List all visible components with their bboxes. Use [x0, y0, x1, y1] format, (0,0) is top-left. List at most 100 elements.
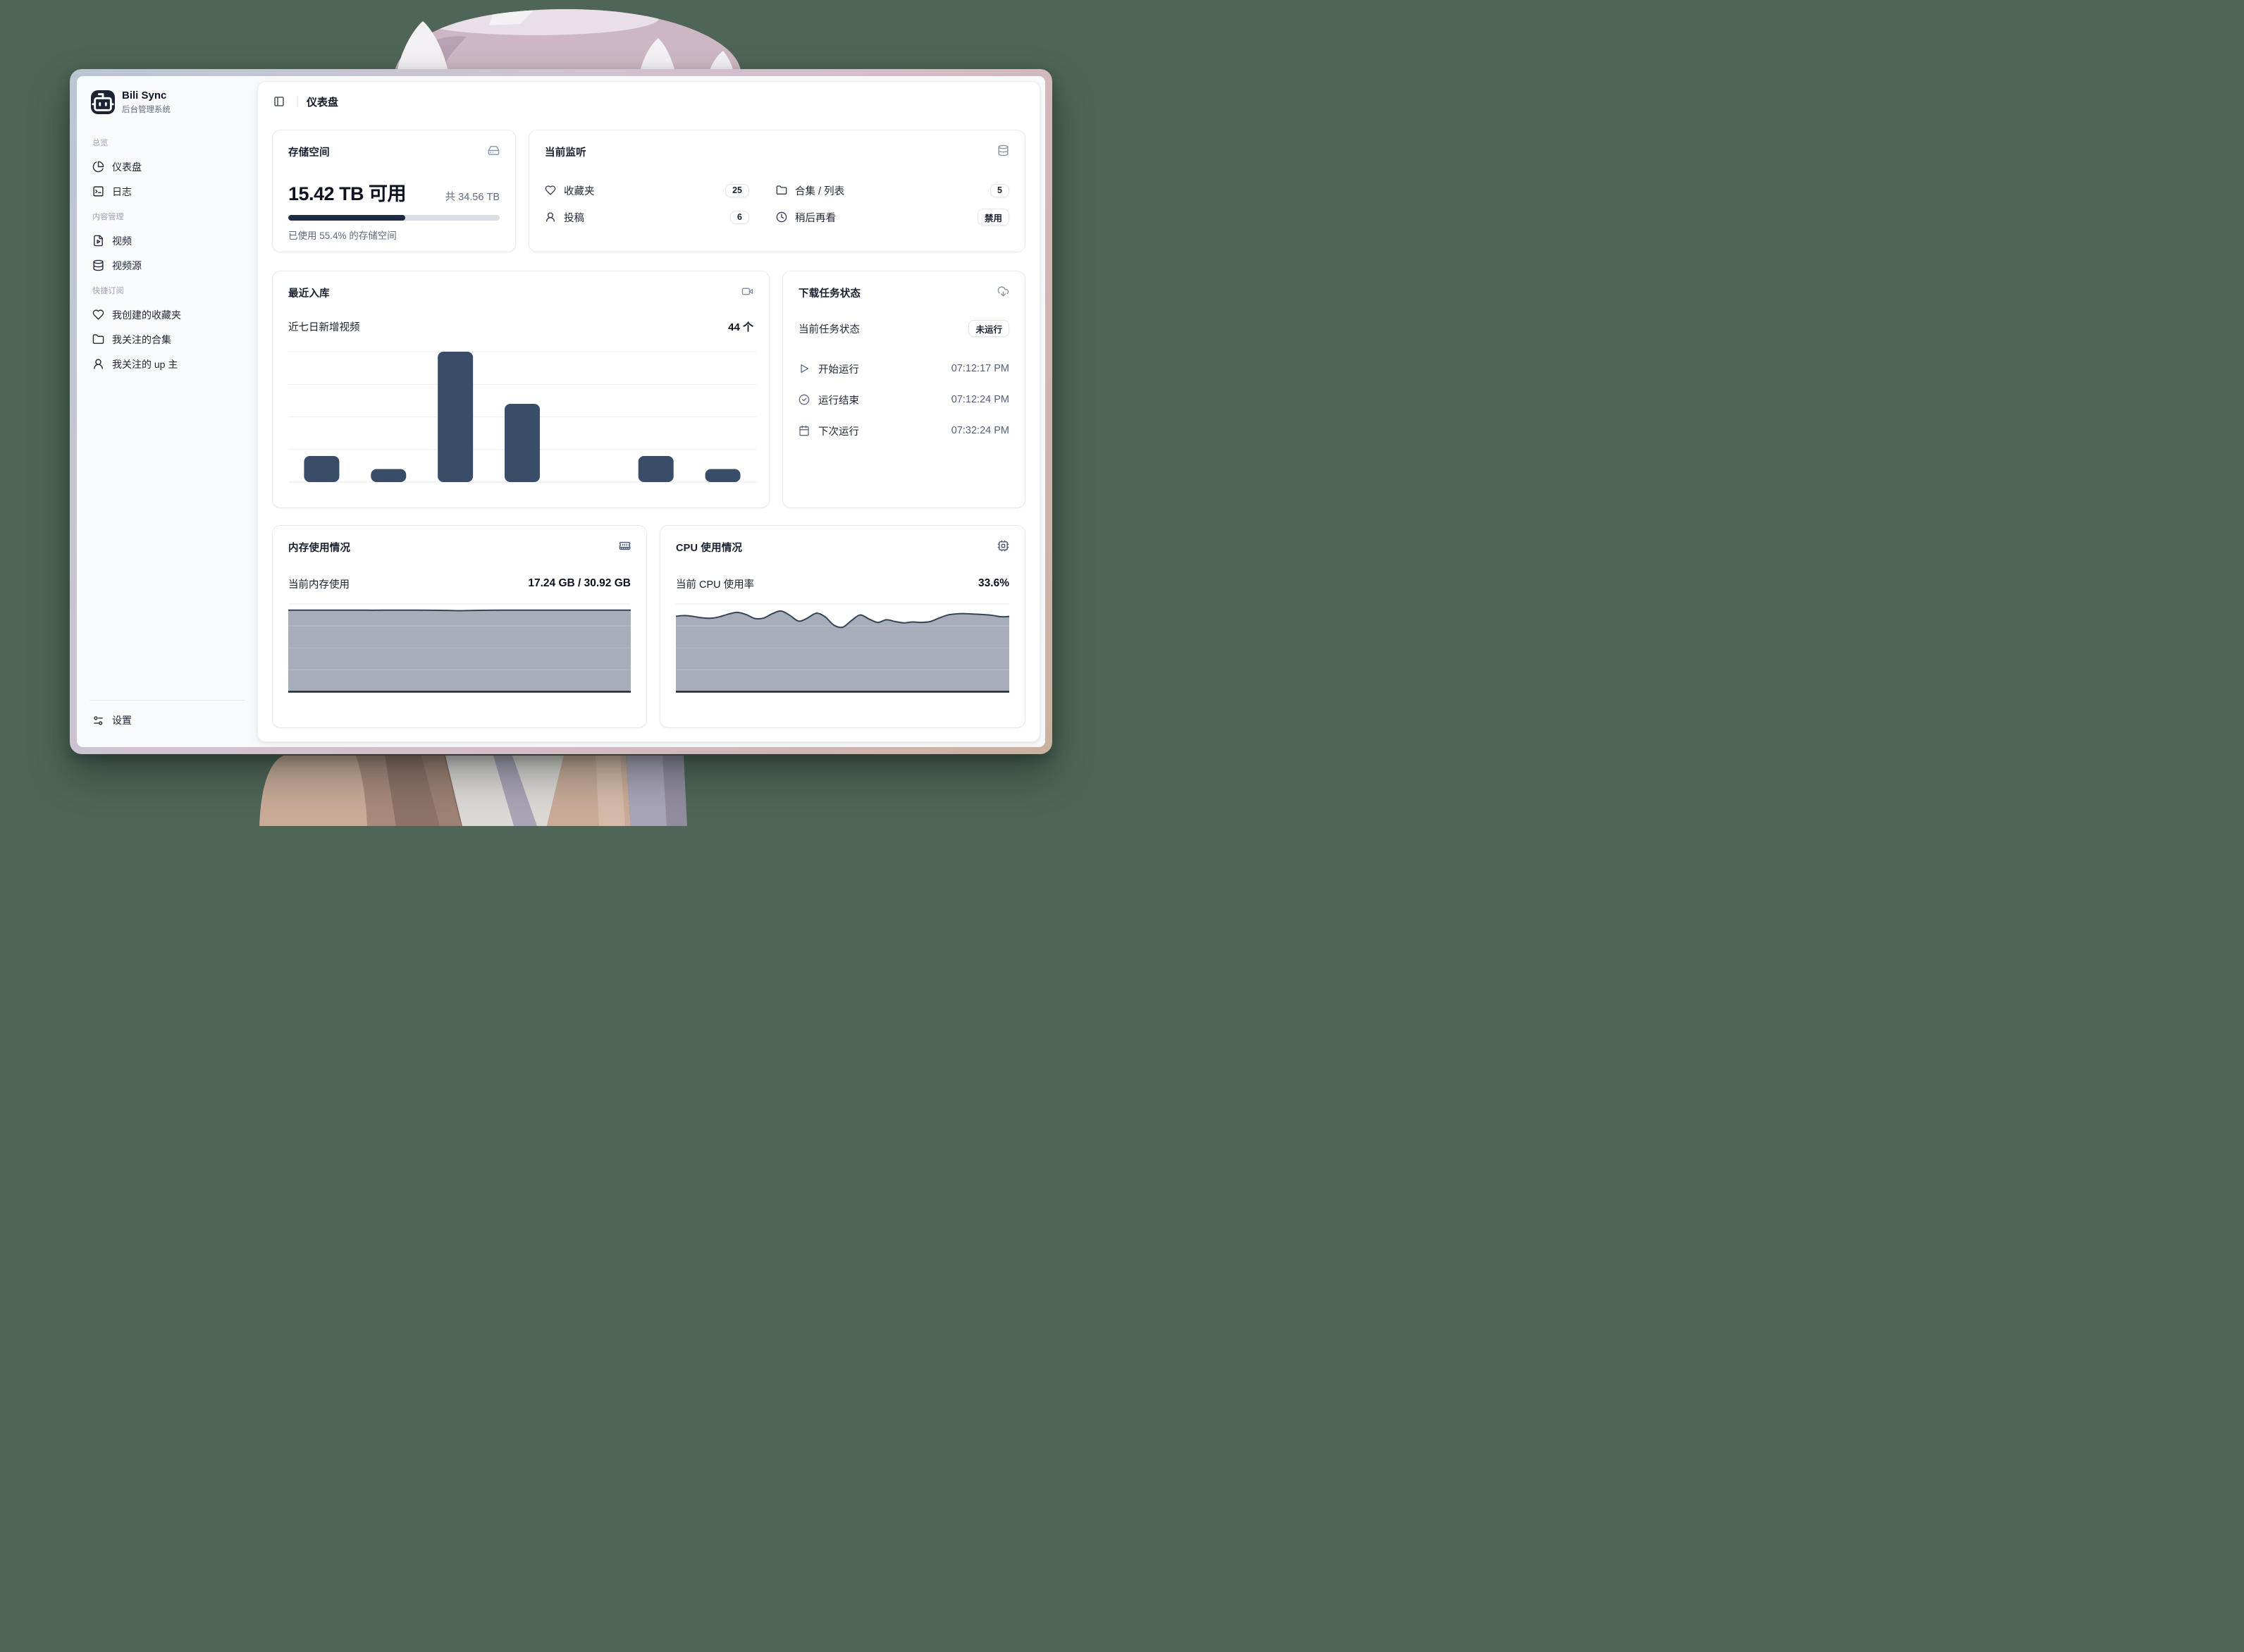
memory-area-chart: [288, 603, 631, 694]
memory-label: 当前内存使用: [288, 579, 350, 591]
monitor-item-submissions: 投稿 6: [545, 204, 749, 230]
storage-card: 存储空间 15.42 TB 可用 共 34.56 TB 已使用 55.4% 的存…: [272, 130, 516, 252]
sidebar-item-label: 设置: [112, 715, 132, 726]
task-label: 开始运行: [818, 364, 859, 376]
sidebar-footer: 设置: [85, 700, 249, 734]
monitor-label: 合集 / 列表: [795, 185, 845, 197]
sidebar-item-followed-collections[interactable]: 我关注的合集: [85, 327, 249, 352]
card-title: 最近入库: [288, 288, 330, 300]
status-badge: 禁用: [977, 209, 1009, 226]
monitor-item-favorites: 收藏夹 25: [545, 177, 749, 204]
clock-icon: [776, 211, 787, 223]
download-task-card: 下载任务状态 当前任务状态 未运行 开始运行: [782, 271, 1025, 508]
sidebar-item-label: 视频源: [112, 259, 142, 271]
storage-progress-fill: [288, 215, 406, 221]
recent-subtitle: 近七日新增视频: [288, 321, 360, 333]
bot-icon: [91, 90, 115, 114]
monitor-item-watch-later: 稍后再看 禁用: [776, 204, 1009, 230]
database-icon: [92, 259, 104, 271]
sidebar-toggle-button[interactable]: [269, 92, 289, 111]
brand-title: Bili Sync: [122, 90, 167, 101]
sidebar-item-settings[interactable]: 设置: [85, 706, 249, 734]
memory-stick-icon: [619, 540, 631, 552]
sidebar-item-logs[interactable]: 日志: [85, 179, 249, 204]
cpu-label: 当前 CPU 使用率: [675, 579, 755, 591]
recent-count: 44 个: [728, 321, 753, 333]
main-wrap: 仪表盘 存储空间 15.42 TB 可用 共 34.56 TB: [257, 76, 1045, 747]
sidebar-nav: 总览 仪表盘 日志 内容管理 视频 视频源 快捷订阅: [85, 130, 249, 376]
sidebar-item-dashboard[interactable]: 仪表盘: [85, 154, 249, 179]
task-row-next: 下次运行 07:32:24 PM: [799, 415, 1009, 446]
database-icon: [997, 144, 1009, 156]
user-icon: [545, 211, 556, 223]
card-title: 当前监听: [545, 147, 586, 159]
folder-icon: [776, 185, 787, 196]
divider: [297, 96, 298, 107]
nav-section-content: 内容管理: [92, 212, 124, 221]
task-time: 07:12:17 PM: [951, 363, 1009, 374]
app-window: Bili Sync 后台管理系统 总览 仪表盘 日志 内容管理 视频: [70, 69, 1052, 754]
file-video-icon: [92, 235, 104, 247]
sidebar: Bili Sync 后台管理系统 总览 仪表盘 日志 内容管理 视频: [77, 76, 257, 747]
task-time: 07:12:24 PM: [951, 394, 1009, 405]
nav-section-subscriptions: 快捷订阅: [92, 286, 124, 295]
storage-total: 共 34.56 TB: [445, 192, 500, 203]
panel-left-icon: [273, 96, 285, 107]
count-badge: 25: [725, 183, 749, 197]
brand-subtitle: 后台管理系统: [122, 106, 171, 114]
page-title: 仪表盘: [307, 96, 339, 109]
pie-chart-icon: [92, 161, 104, 173]
play-icon: [799, 363, 810, 374]
main-header: 仪表盘: [258, 82, 1040, 121]
app-logo: [91, 90, 115, 114]
task-row-end: 运行结束 07:12:24 PM: [799, 384, 1009, 415]
storage-progress-bar: [288, 215, 500, 221]
cpu-icon: [997, 540, 1009, 552]
sidebar-item-my-favorites[interactable]: 我创建的收藏夹: [85, 302, 249, 327]
task-label: 运行结束: [818, 395, 859, 407]
sidebar-item-followed-uploaders[interactable]: 我关注的 up 主: [85, 352, 249, 376]
background-character-illustration: [259, 9, 741, 826]
count-badge: 5: [990, 183, 1009, 197]
divider: [90, 700, 245, 701]
card-title: CPU 使用情况: [675, 543, 743, 554]
recent-additions-card: 最近入库 近七日新增视频 44 个: [272, 271, 770, 508]
hard-drive-icon: [488, 144, 500, 156]
main-content: 存储空间 15.42 TB 可用 共 34.56 TB 已使用 55.4% 的存…: [258, 121, 1040, 741]
task-row-start: 开始运行 07:12:17 PM: [799, 353, 1009, 384]
card-title: 存储空间: [288, 147, 330, 159]
terminal-icon: [92, 185, 104, 197]
cloud-download-icon: [997, 285, 1009, 297]
task-label: 下次运行: [818, 426, 859, 438]
task-time: 07:32:24 PM: [951, 425, 1009, 436]
cpu-area-chart: [675, 603, 1009, 694]
monitor-label: 收藏夹: [564, 185, 595, 197]
sidebar-item-label: 我关注的合集: [112, 333, 171, 345]
sidebar-item-label: 我创建的收藏夹: [112, 309, 181, 321]
cpu-value: 33.6%: [978, 577, 1009, 589]
memory-usage-card: 内存使用情况 当前内存使用 17.24 GB / 30.92 GB: [272, 525, 647, 728]
count-badge: 6: [730, 210, 749, 224]
sidebar-item-label: 视频: [112, 235, 132, 247]
card-title: 下载任务状态: [799, 288, 861, 300]
brand: Bili Sync 后台管理系统: [85, 86, 249, 118]
sidebar-item-video-sources[interactable]: 视频源: [85, 253, 249, 278]
storage-caption: 已使用 55.4% 的存储空间: [288, 230, 397, 241]
sidebar-item-label: 我关注的 up 主: [112, 358, 178, 370]
monitor-item-collections: 合集 / 列表 5: [776, 177, 1009, 204]
monitor-label: 投稿: [564, 212, 584, 224]
nav-section-overview: 总览: [92, 138, 109, 147]
heart-icon: [545, 185, 556, 196]
memory-value: 17.24 GB / 30.92 GB: [528, 577, 631, 589]
sidebar-item-label: 仪表盘: [112, 161, 142, 173]
recent-bar-chart: [288, 346, 756, 487]
monitoring-card: 当前监听 收藏夹 25: [529, 130, 1025, 252]
calendar-icon: [799, 425, 810, 436]
sidebar-item-videos[interactable]: 视频: [85, 228, 249, 253]
folder-icon: [92, 333, 104, 345]
card-title: 内存使用情况: [288, 543, 351, 554]
task-status-label: 当前任务状态: [799, 323, 860, 335]
video-camera-icon: [741, 285, 753, 297]
heart-icon: [92, 309, 104, 321]
circle-check-icon: [799, 394, 810, 405]
